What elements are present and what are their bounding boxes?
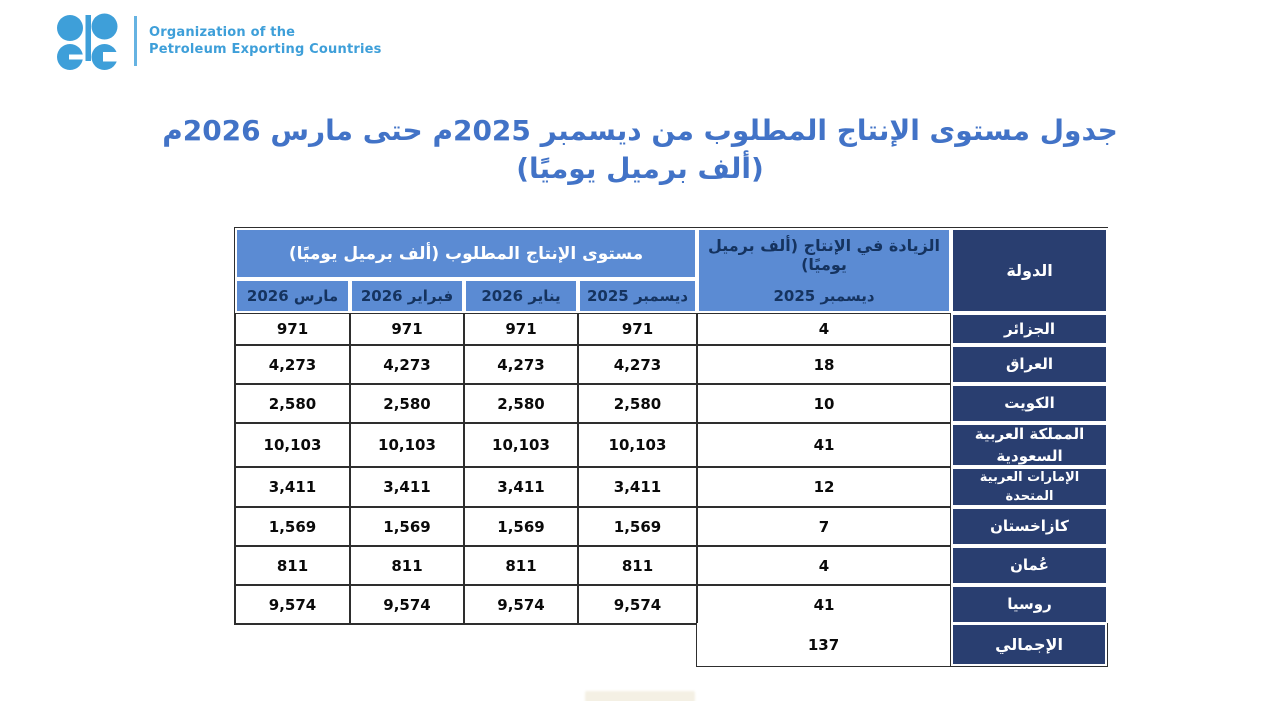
logo-text-line1: Organization of the (149, 25, 296, 40)
production-cell: 10,103 (350, 423, 464, 467)
header-production-level-group: مستوى الإنتاج المطلوب (ألف برميل يوميًا) (235, 228, 697, 279)
production-cell: 971 (464, 313, 578, 345)
production-cell: 9,574 (578, 585, 697, 624)
production-cell: 9,574 (350, 585, 464, 624)
increase-cell: 10 (697, 384, 951, 423)
production-cell: 811 (350, 546, 464, 585)
opec-logo: Organization of the Petroleum Exporting … (56, 12, 382, 70)
opec-logo-icon (57, 13, 119, 70)
logo-text: Organization of the Petroleum Exporting … (149, 24, 382, 58)
logo-text-line2: Petroleum Exporting Countries (149, 42, 382, 57)
production-cell: 1,569 (464, 507, 578, 546)
header-month-mar-2026: مارس 2026 (235, 279, 350, 313)
production-cell: 4,273 (235, 345, 350, 384)
production-cell: 2,580 (235, 384, 350, 423)
increase-cell: 4 (697, 546, 951, 585)
country-cell-iraq: العراق (951, 345, 1108, 384)
production-cell: 9,574 (464, 585, 578, 624)
header-increase: الزيادة في الإنتاج (ألف برميل يوميًا) دي… (697, 228, 951, 313)
production-cell: 3,411 (235, 467, 350, 507)
increase-cell: 18 (697, 345, 951, 384)
production-cell: 4,273 (464, 345, 578, 384)
production-cell: 4,273 (350, 345, 464, 384)
production-cell: 971 (235, 313, 350, 345)
production-cell: 811 (464, 546, 578, 585)
production-cell: 971 (350, 313, 464, 345)
production-table: مستوى الإنتاج المطلوب (ألف برميل يوميًا)… (234, 227, 1108, 625)
production-cell: 3,411 (464, 467, 578, 507)
country-cell-kuwait: الكويت (951, 384, 1108, 423)
header-increase-line1: الزيادة في الإنتاج (ألف برميل يوميًا) (707, 236, 941, 274)
production-cell: 9,574 (235, 585, 350, 624)
country-cell-russia: روسيا (951, 585, 1108, 624)
logo-divider (134, 16, 137, 66)
header-month-feb-2026: فبراير 2026 (350, 279, 464, 313)
production-cell: 10,103 (578, 423, 697, 467)
header-month-dec-2025: ديسمبر 2025 (578, 279, 697, 313)
header-month-jan-2026: يناير 2026 (464, 279, 578, 313)
header-increase-line2: ديسمبر 2025 (773, 287, 875, 305)
country-cell-oman: عُمان (951, 546, 1108, 585)
production-cell: 811 (578, 546, 697, 585)
production-cell: 3,411 (578, 467, 697, 507)
increase-cell: 4 (697, 313, 951, 345)
faint-watermark (585, 691, 695, 701)
production-cell: 971 (578, 313, 697, 345)
country-cell-saudi-arabia: المملكة العربية السعودية (951, 423, 1108, 467)
total-country-cell: الإجمالي (953, 625, 1105, 664)
country-cell-uae: الإمارات العربية المتحدة (951, 467, 1108, 507)
page-title-line2: (ألف برميل يوميًا) (516, 152, 764, 185)
country-cell-algeria: الجزائر (951, 313, 1108, 345)
production-cell: 1,569 (578, 507, 697, 546)
production-cell: 3,411 (350, 467, 464, 507)
production-cell: 2,580 (350, 384, 464, 423)
production-cell: 4,273 (578, 345, 697, 384)
page-title-line1: جدول مستوى الإنتاج المطلوب من ديسمبر 202… (162, 114, 1118, 147)
header-country: الدولة (951, 228, 1108, 313)
total-increase-cell: 137 (697, 623, 951, 666)
country-cell-kazakhstan: كازاخستان (951, 507, 1108, 546)
increase-cell: 41 (697, 423, 951, 467)
total-row: 137 الإجمالي (234, 623, 1108, 667)
production-cell: 2,580 (464, 384, 578, 423)
production-cell: 2,580 (578, 384, 697, 423)
production-cell: 811 (235, 546, 350, 585)
production-cell: 10,103 (235, 423, 350, 467)
increase-cell: 7 (697, 507, 951, 546)
production-cell: 1,569 (350, 507, 464, 546)
production-cell: 1,569 (235, 507, 350, 546)
increase-cell: 12 (697, 467, 951, 507)
increase-cell: 41 (697, 585, 951, 624)
page-title: جدول مستوى الإنتاج المطلوب من ديسمبر 202… (0, 112, 1280, 188)
production-cell: 10,103 (464, 423, 578, 467)
